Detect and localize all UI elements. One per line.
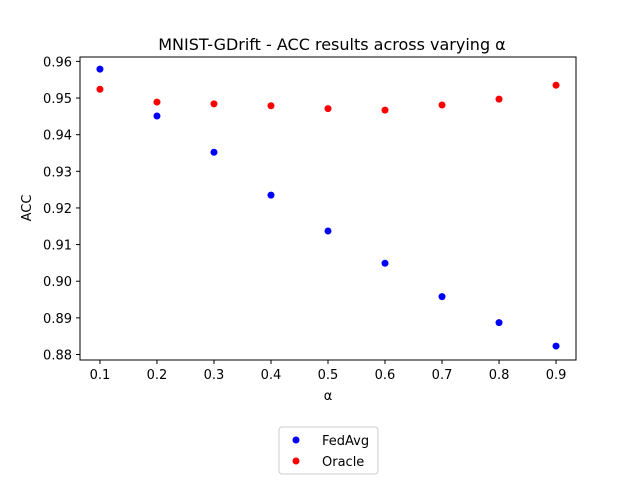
x-tick-label: 0.7: [432, 368, 453, 383]
data-point: [210, 100, 218, 108]
legend-marker: [292, 436, 300, 444]
x-tick-label: 0.8: [489, 368, 510, 383]
data-point: [495, 319, 503, 327]
data-point: [267, 191, 275, 199]
y-axis: 0.88 0.89 0.90 0.91 0.92 0.93 0.94 0.95 0.96: [43, 55, 80, 364]
data-point: [324, 227, 332, 235]
data-point: [96, 85, 104, 93]
x-tick-label: 0.1: [90, 368, 111, 383]
chart-title: MNIST-GDrift - ACC results across varyin…: [158, 35, 505, 54]
y-axis-label: ACC: [20, 195, 35, 222]
data-point: [381, 106, 389, 114]
data-point: [267, 102, 275, 110]
x-axis: 0.1 0.2 0.3 0.4 0.5 0.6 0.7 0.8 0.9: [90, 360, 567, 383]
y-tick-label: 0.96: [43, 55, 72, 70]
x-tick-label: 0.4: [261, 368, 282, 383]
y-tick-label: 0.94: [43, 129, 72, 144]
series-fedavg: [96, 65, 560, 350]
data-point: [552, 81, 560, 89]
x-tick-label: 0.9: [546, 368, 567, 383]
y-tick-label: 0.90: [43, 275, 72, 290]
series-oracle: [96, 81, 560, 114]
data-points: [96, 65, 560, 350]
x-tick-label: 0.2: [147, 368, 168, 383]
data-point: [438, 101, 446, 109]
legend-marker: [292, 457, 300, 465]
legend-label: Oracle: [322, 455, 364, 470]
data-point: [552, 342, 560, 350]
data-point: [96, 65, 104, 73]
y-tick-label: 0.92: [43, 202, 72, 217]
legend-box: [278, 426, 379, 475]
data-point: [438, 293, 446, 301]
y-tick-label: 0.91: [43, 239, 72, 254]
x-tick-label: 0.6: [375, 368, 396, 383]
x-tick-label: 0.5: [318, 368, 339, 383]
y-tick-label: 0.95: [43, 92, 72, 107]
y-tick-label: 0.88: [43, 349, 72, 364]
x-axis-label: α: [324, 389, 333, 404]
y-tick-label: 0.89: [43, 312, 72, 327]
y-tick-label: 0.93: [43, 165, 72, 180]
legend: FedAvg Oracle: [278, 426, 379, 475]
legend-label: FedAvg: [322, 434, 369, 449]
x-tick-label: 0.3: [204, 368, 225, 383]
data-point: [153, 112, 161, 120]
data-point: [210, 148, 218, 156]
data-point: [381, 259, 389, 267]
data-point: [495, 95, 503, 103]
data-point: [153, 98, 161, 106]
data-point: [324, 105, 332, 113]
